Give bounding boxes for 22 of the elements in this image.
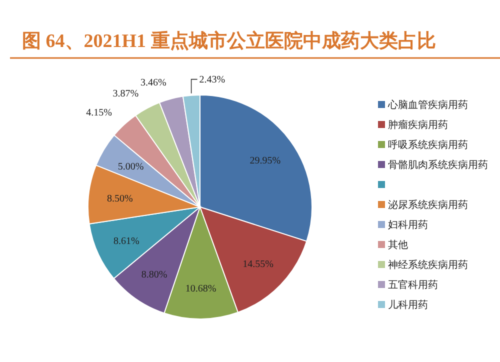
data-label: 8.80%: [141, 269, 168, 280]
legend-label: 心脑血管疾病用药: [387, 99, 468, 111]
chart-title: 图 64、2021H1 重点城市公立医院中成药大类占比: [22, 30, 436, 52]
legend-label: 肿瘤疾病用药: [388, 119, 448, 131]
data-label: 8.50%: [106, 194, 133, 205]
legend-label: 神经系统疾病用药: [388, 259, 468, 271]
data-label: 2.43%: [199, 74, 226, 86]
data-label: 10.68%: [185, 284, 216, 295]
data-label: 4.15%: [86, 107, 112, 118]
data-label: 14.55%: [242, 259, 274, 270]
legend-label: 妇科用药: [388, 219, 428, 231]
data-label: 29.95%: [250, 156, 281, 166]
legend-label: 儿科用药: [388, 299, 428, 311]
data-label: 5.00%: [118, 162, 144, 173]
legend-label: 其他: [388, 239, 408, 251]
legend-label: 呼吸系统疾病用药: [388, 139, 468, 151]
data-label: 3.46%: [140, 77, 166, 88]
legend-label: 五官科用药: [388, 279, 438, 291]
data-label: 3.87%: [112, 88, 139, 100]
legend-label: 泌尿系统疾病用药: [388, 199, 468, 211]
data-label: 8.61%: [114, 236, 140, 248]
legend-label: 骨骼肌肉系统疾病用药: [388, 159, 488, 171]
